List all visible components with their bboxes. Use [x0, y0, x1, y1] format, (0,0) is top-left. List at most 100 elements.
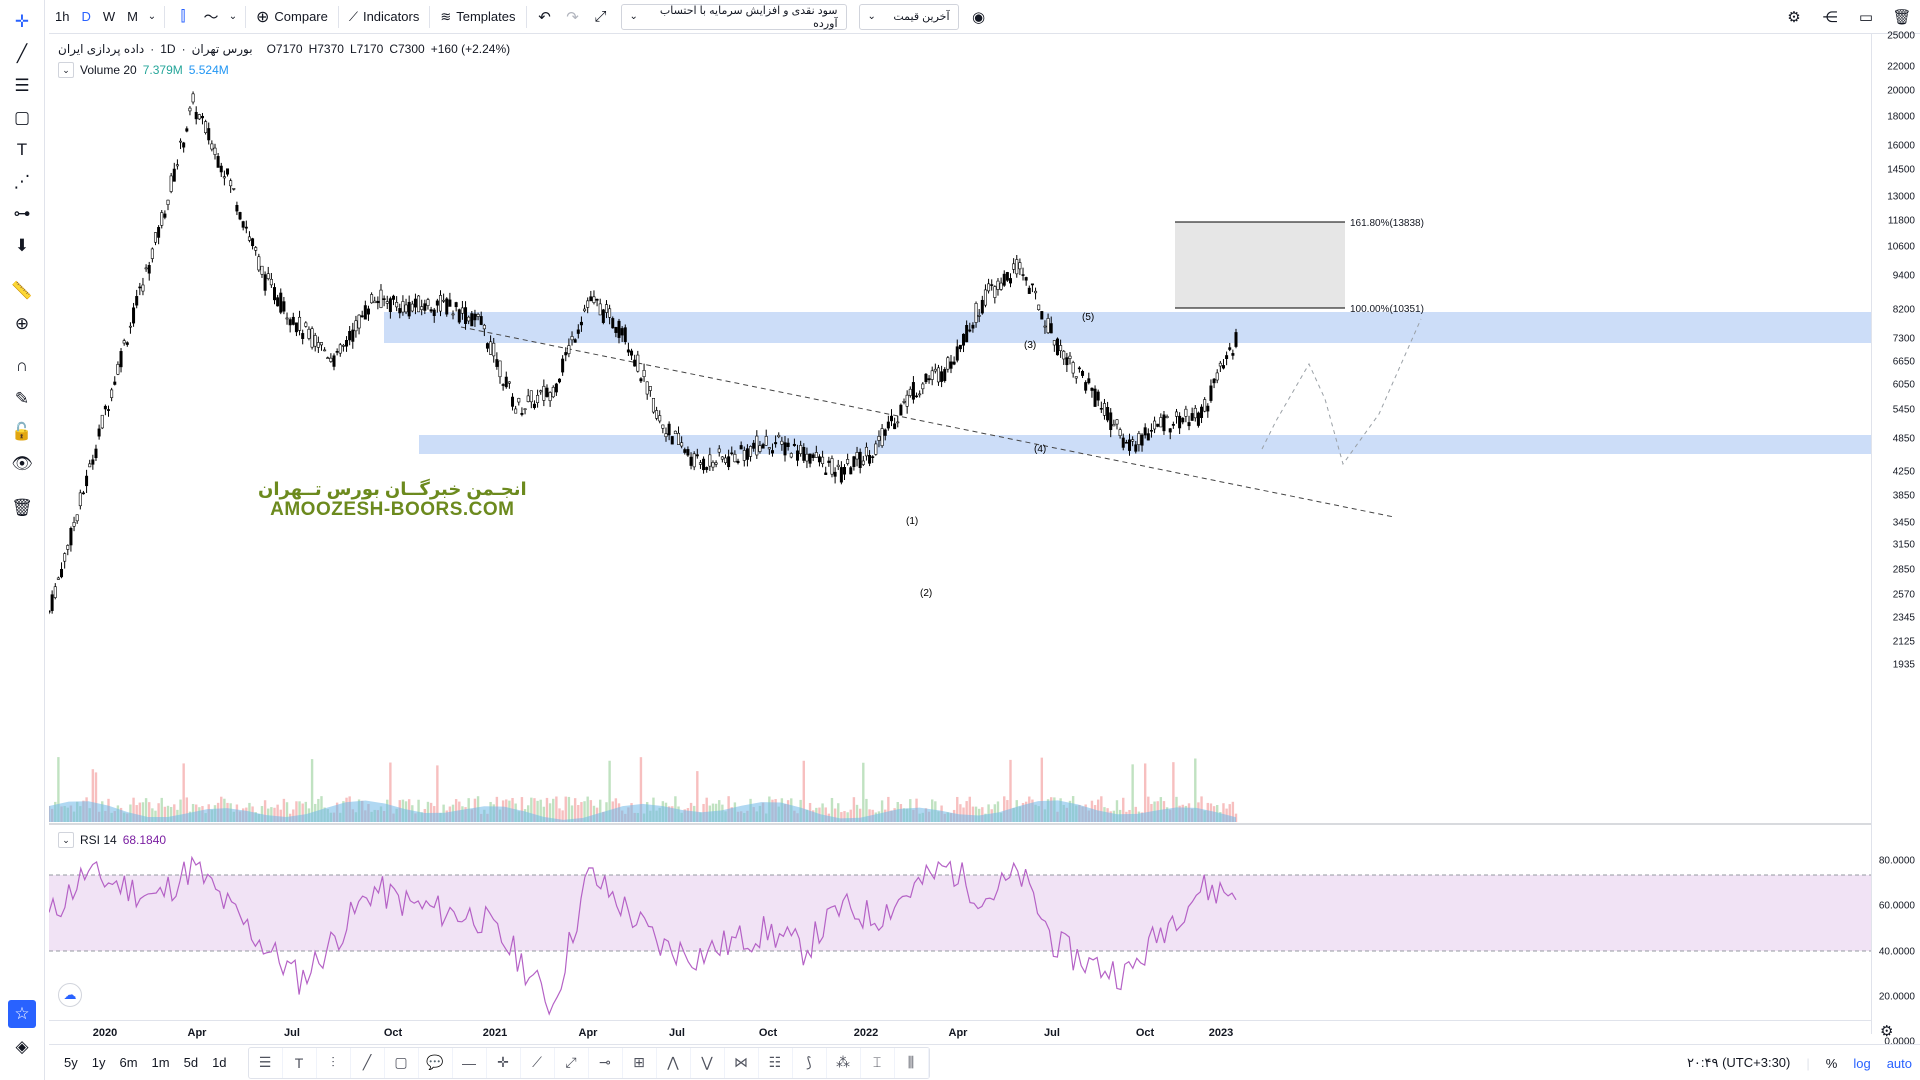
candle[interactable] — [836, 464, 840, 467]
candle[interactable] — [570, 336, 574, 341]
candle[interactable] — [50, 594, 54, 611]
candle[interactable] — [489, 341, 493, 355]
candle[interactable] — [1068, 355, 1072, 359]
candle[interactable] — [166, 199, 170, 205]
fib-tool-icon[interactable]: ⫶ — [317, 1047, 351, 1078]
candle[interactable] — [122, 340, 126, 344]
candle[interactable] — [417, 295, 421, 313]
candle[interactable] — [780, 440, 784, 445]
candles-icon[interactable]: ⫿ — [180, 8, 186, 25]
candle[interactable] — [382, 298, 386, 300]
candle[interactable] — [1059, 345, 1063, 352]
percent-toggle[interactable]: % — [1825, 1055, 1838, 1071]
candle[interactable] — [1009, 278, 1013, 284]
candle[interactable] — [226, 168, 230, 175]
candle[interactable] — [720, 456, 724, 460]
candle[interactable] — [222, 176, 226, 179]
symbol-name[interactable]: داده پردازی ایران — [58, 42, 145, 56]
candle[interactable] — [294, 322, 298, 333]
candle[interactable] — [548, 392, 552, 402]
candle[interactable] — [194, 111, 198, 120]
candle[interactable] — [830, 458, 834, 475]
candle[interactable] — [993, 286, 997, 298]
candle[interactable] — [802, 446, 806, 461]
candle[interactable] — [858, 451, 862, 468]
candle[interactable] — [454, 302, 458, 308]
candle[interactable] — [235, 205, 239, 212]
candle[interactable] — [1124, 441, 1128, 444]
candle[interactable] — [996, 280, 1000, 290]
date-range-icon[interactable]: ⌶ — [861, 1047, 895, 1078]
candle[interactable] — [680, 442, 684, 447]
candle[interactable] — [564, 352, 568, 356]
candle[interactable] — [125, 342, 129, 345]
candle[interactable] — [97, 428, 101, 437]
candle[interactable] — [839, 467, 843, 483]
candle[interactable] — [1062, 350, 1066, 360]
candle[interactable] — [567, 345, 571, 355]
price-chart[interactable]: 161.80%(13838) 100.00%(10351) (1) (2) (3… — [49, 34, 1871, 1034]
candle[interactable] — [733, 453, 737, 463]
candle[interactable] — [1218, 362, 1222, 367]
candle[interactable] — [1024, 277, 1028, 281]
auto-toggle[interactable]: auto — [1886, 1055, 1912, 1071]
candle[interactable] — [188, 107, 192, 112]
candle[interactable] — [708, 454, 712, 467]
candle[interactable] — [429, 309, 433, 312]
candle[interactable] — [141, 284, 145, 292]
candle[interactable] — [432, 309, 436, 316]
lock-icon[interactable]: 🔓 — [11, 422, 33, 441]
candle[interactable] — [758, 445, 762, 452]
candle[interactable] — [1012, 263, 1016, 270]
candle[interactable] — [204, 121, 208, 133]
projection-path[interactable] — [1261, 318, 1422, 466]
time-axis[interactable]: 2020 Apr Jul Oct 2021 Apr Jul Oct 2022 Apr Jul Oct 2… — [49, 1020, 1871, 1044]
ruler-icon[interactable]: 📏 — [11, 281, 33, 300]
candle[interactable] — [595, 298, 599, 301]
candle[interactable] — [507, 381, 511, 384]
candle[interactable] — [479, 316, 483, 325]
candle[interactable] — [861, 460, 865, 465]
candle[interactable] — [1077, 367, 1081, 370]
candle[interactable] — [792, 443, 796, 446]
rsi-line[interactable] — [49, 855, 1237, 1016]
candle[interactable] — [983, 289, 987, 306]
candle[interactable] — [260, 265, 264, 275]
candle[interactable] — [504, 376, 508, 388]
candle[interactable] — [799, 445, 803, 455]
candle[interactable] — [532, 403, 536, 408]
candle[interactable] — [1184, 408, 1188, 417]
candle[interactable] — [755, 435, 759, 456]
candle[interactable] — [341, 345, 345, 347]
candle[interactable] — [852, 456, 856, 467]
candle[interactable] — [244, 226, 248, 229]
candle[interactable] — [257, 256, 261, 271]
candle[interactable] — [1002, 273, 1006, 286]
candle[interactable] — [1128, 439, 1132, 451]
candle[interactable] — [423, 303, 427, 311]
candle[interactable] — [63, 553, 67, 562]
range-5d[interactable]: 5d — [183, 1055, 199, 1070]
candle[interactable] — [1046, 318, 1050, 334]
candle[interactable] — [498, 360, 502, 378]
candle[interactable] — [899, 404, 903, 416]
candle[interactable] — [100, 414, 104, 429]
candle[interactable] — [473, 313, 477, 321]
candle[interactable] — [817, 456, 821, 463]
candle[interactable] — [216, 156, 220, 168]
candle[interactable] — [971, 324, 975, 329]
candle[interactable] — [69, 527, 73, 546]
candle[interactable] — [1187, 422, 1191, 427]
candle[interactable] — [664, 433, 668, 437]
candle[interactable] — [310, 328, 314, 348]
candle[interactable] — [1071, 362, 1075, 374]
candle[interactable] — [695, 454, 699, 457]
candle[interactable] — [611, 318, 615, 329]
candle[interactable] — [238, 212, 242, 220]
candle[interactable] — [1165, 416, 1169, 419]
candle[interactable] — [1109, 412, 1113, 430]
candle[interactable] — [1093, 388, 1097, 407]
candle[interactable] — [933, 368, 937, 372]
candle[interactable] — [413, 298, 417, 308]
candle[interactable] — [197, 114, 201, 120]
